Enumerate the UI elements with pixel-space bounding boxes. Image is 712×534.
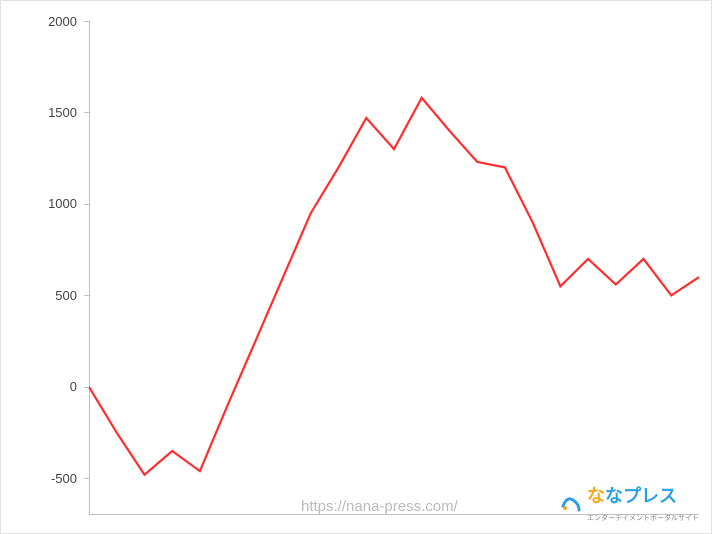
chart-frame: -5000500100015002000 https://nana-press.… [0,0,712,534]
y-tick-label: 500 [17,288,77,303]
y-tick-label: -500 [17,471,77,486]
y-tick-label: 0 [17,379,77,394]
y-tick [84,112,89,113]
y-tick-label: 2000 [17,14,77,29]
logo-sub-text: エンターテイメントポータルサイト [587,515,699,522]
y-tick-label: 1000 [17,196,77,211]
y-tick [84,21,89,22]
y-tick [84,387,89,388]
y-tick [84,204,89,205]
y-tick [84,295,89,296]
y-tick [84,478,89,479]
line-series [89,21,699,515]
y-tick-label: 1500 [17,105,77,120]
plot-area: -5000500100015002000 [89,21,699,515]
